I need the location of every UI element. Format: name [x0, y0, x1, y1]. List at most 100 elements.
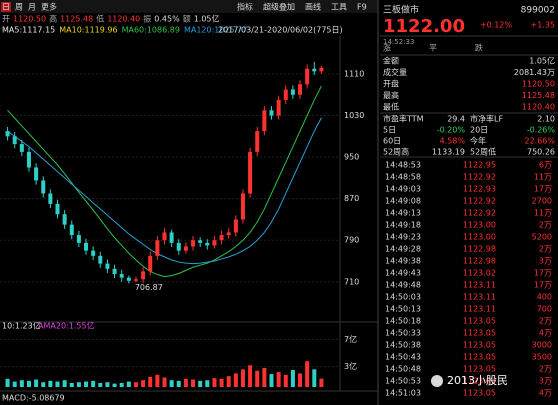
- info-text: 工具: [331, 3, 347, 12]
- period-tab[interactable]: 月: [28, 3, 36, 12]
- trade-volume: 2万: [539, 221, 552, 230]
- volume-bar: [248, 365, 253, 387]
- stat-value: 1120.40: [522, 103, 555, 112]
- y-tick-label: 3亿: [344, 361, 357, 371]
- candle-body: [162, 232, 167, 241]
- ratio-value: 4.58%: [440, 137, 466, 146]
- trade-volume: 2万: [539, 245, 552, 254]
- trade-volume: 700: [537, 305, 552, 314]
- ratio-value: 1133.19: [432, 148, 465, 157]
- trade-price: 1123.00: [463, 233, 496, 242]
- candle-body: [133, 279, 138, 281]
- ma-line: [7, 117, 322, 265]
- candle-body: [240, 193, 245, 220]
- volume-bar: [55, 381, 60, 387]
- volume-bar: [198, 380, 203, 387]
- quote-time: 14:52:33: [383, 38, 414, 46]
- candle-body: [48, 193, 53, 204]
- info-text: 高: [49, 14, 57, 24]
- low-annotation: 706.87: [135, 283, 163, 292]
- breadth-label: 跌: [475, 43, 483, 53]
- y-tick-label: 7亿: [344, 334, 357, 344]
- candle-body: [255, 131, 260, 152]
- volume-bar: [212, 378, 217, 387]
- trade-price: 1123.05: [463, 341, 496, 350]
- ratio-label: 52周高: [383, 147, 409, 157]
- candle-body: [298, 84, 303, 95]
- trade-time: 14:50:13: [385, 305, 421, 314]
- stat-label: 最高: [383, 90, 399, 100]
- trade-price: 1123.11: [463, 293, 496, 302]
- candle-body: [148, 255, 153, 272]
- volume-bar: [76, 382, 81, 387]
- candle-body: [269, 110, 274, 116]
- candle-body: [205, 242, 210, 246]
- candle-body: [12, 136, 17, 145]
- trade-volume: 3万: [539, 377, 552, 386]
- period-tab[interactable]: 周: [15, 3, 23, 12]
- trade-time: 14:49:48: [385, 281, 421, 290]
- volume-bar: [255, 370, 260, 387]
- breadth-label: 涨: [383, 43, 391, 53]
- trade-price: 1122.95: [463, 161, 496, 170]
- volume-bar: [112, 383, 117, 387]
- trade-volume: 17万: [534, 281, 552, 290]
- volume-bar: [84, 381, 89, 387]
- volume-bar: [305, 361, 310, 387]
- active-tab: [1, 2, 11, 12]
- ratio-value: -0.26%: [527, 126, 556, 135]
- info-text: F9: [357, 3, 367, 12]
- period-tab[interactable]: 更多: [41, 2, 57, 12]
- ratio-label: 市净率LF: [470, 114, 503, 124]
- candle-body: [112, 268, 117, 275]
- ratio-label: 52周低: [470, 147, 496, 157]
- change: +1.35: [530, 21, 555, 30]
- ratio-value: 2.10: [537, 115, 555, 124]
- trade-time: 14:49:43: [385, 269, 421, 278]
- volume-bar: [62, 380, 67, 387]
- info-text: 额: [183, 14, 191, 24]
- candle-body: [119, 274, 124, 278]
- ma-line: [7, 85, 322, 278]
- period-tab[interactable]: 日: [2, 3, 10, 12]
- trade-volume: 2万: [539, 365, 552, 374]
- info-text: 振: [143, 14, 151, 24]
- volume-bar: [262, 367, 267, 387]
- volume-bar: [98, 382, 103, 387]
- volume-bar: [162, 377, 167, 387]
- candle-body: [290, 89, 295, 95]
- trade-time: 14:48:58: [385, 173, 421, 182]
- trade-volume: 2700: [532, 197, 552, 206]
- candle-body: [126, 277, 131, 281]
- candle-body: [98, 255, 103, 264]
- candle-body: [69, 224, 74, 236]
- volume-bar: [105, 382, 110, 387]
- y-tick-label: 710: [344, 277, 359, 286]
- trade-time: 14:50:18: [385, 317, 421, 326]
- volume-bar: [141, 380, 146, 387]
- breadth-label: 平: [429, 44, 437, 53]
- trade-price: 1123.05: [463, 317, 496, 326]
- trade-time: 14:49:08: [385, 197, 421, 206]
- candle-body: [155, 240, 160, 256]
- trade-time: 14:51:03: [385, 389, 421, 398]
- candle-body: [91, 250, 96, 256]
- trade-volume: 3000: [532, 341, 552, 350]
- stat-label: 最低: [383, 102, 399, 112]
- volume-bar: [240, 369, 245, 387]
- trade-volume: 11万: [534, 209, 552, 218]
- volume-bar: [283, 374, 288, 387]
- info-text: 指标: [237, 2, 253, 12]
- stock-name: 三板做市: [383, 4, 419, 16]
- macd-label: MACD:-5.08679: [2, 394, 65, 403]
- candle-body: [141, 271, 146, 280]
- candle-body: [212, 240, 217, 246]
- candle-body: [183, 246, 188, 251]
- candle-body: [169, 232, 174, 243]
- trade-time: 14:50:48: [385, 365, 421, 374]
- volume-bar: [34, 379, 39, 387]
- ratio-value: 29.4: [447, 115, 465, 124]
- volume-bar: [191, 379, 196, 387]
- trade-price: 1122.92: [463, 197, 496, 206]
